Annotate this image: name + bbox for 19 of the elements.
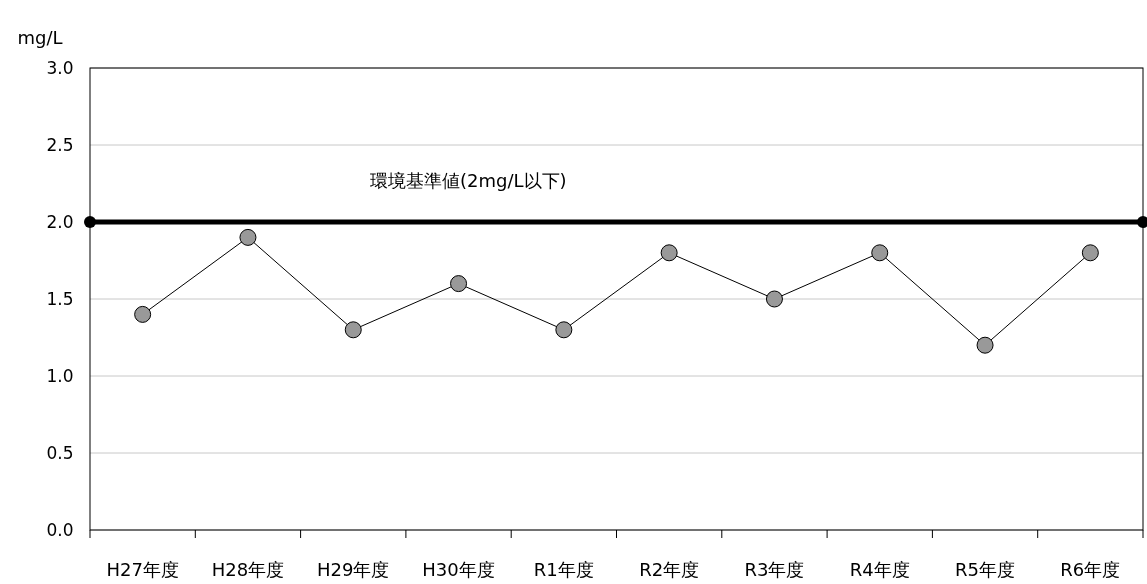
xtick: R3年度 bbox=[744, 559, 805, 580]
ytick: 2.0 bbox=[46, 212, 74, 232]
ylabel: mg/L bbox=[17, 27, 63, 48]
xtick: R1年度 bbox=[533, 559, 594, 580]
xtick: R5年度 bbox=[955, 559, 1016, 580]
ytick: 3.0 bbox=[46, 58, 74, 78]
xtick: R6年度 bbox=[1060, 559, 1121, 580]
ytick: 0.0 bbox=[46, 520, 74, 540]
ytick: 1.0 bbox=[46, 366, 74, 386]
ytick: 1.5 bbox=[46, 289, 74, 309]
xtick: H28年度 bbox=[211, 559, 285, 580]
xtick: H27年度 bbox=[106, 559, 179, 580]
xtick: H29年度 bbox=[317, 559, 390, 580]
ytick: 0.5 bbox=[46, 443, 74, 463]
ytick: 2.5 bbox=[46, 135, 74, 155]
xtick: H30年度 bbox=[422, 559, 495, 580]
xtick: R4年度 bbox=[849, 559, 910, 580]
ref-label: 環境基準値(2mg/L以下) bbox=[370, 170, 567, 191]
xtick: R2年度 bbox=[639, 559, 700, 580]
